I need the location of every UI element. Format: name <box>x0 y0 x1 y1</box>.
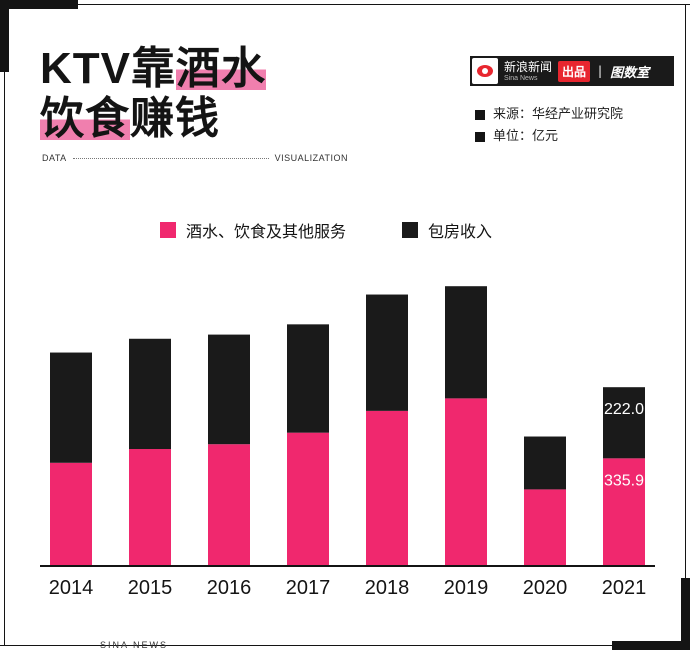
tushu-logo: 图数室 <box>610 65 650 81</box>
bar-drinks-2015 <box>129 449 171 566</box>
bullet-square-icon <box>475 110 485 120</box>
title-line-2: 饮食赚钱 <box>40 94 266 144</box>
meta-info: 来源：华经产业研究院 单位：亿元 <box>475 104 623 148</box>
bar-rooms-2014 <box>50 352 92 463</box>
dotted-divider <box>72 157 269 159</box>
unit-row: 单位：亿元 <box>475 126 623 148</box>
title-line-1: KTV靠酒水 <box>40 44 266 94</box>
bar-drinks-2018 <box>366 410 408 566</box>
bar-rooms-2019 <box>445 286 487 399</box>
bar-rooms-2017 <box>287 324 329 433</box>
x-tick-label-2021: 2021 <box>602 577 647 599</box>
footer-label: SINA NEWS <box>100 640 169 650</box>
legend-label-rooms: 包房收入 <box>428 222 493 241</box>
title-highlight: 饮食 <box>40 94 130 143</box>
brand-bar: 新浪新闻 Sina News 出品 | 图数室 <box>470 56 674 86</box>
x-tick-label-2018: 2018 <box>365 577 410 599</box>
bar-drinks-2019 <box>445 398 487 566</box>
corner-decoration <box>612 641 690 650</box>
legend-item-drinks: 酒水、饮食及其他服务 <box>160 218 346 242</box>
corner-decoration <box>0 0 78 9</box>
frame-line <box>4 72 5 646</box>
bullet-square-icon <box>475 132 485 142</box>
frame-line <box>0 645 612 646</box>
page-title: KTV靠酒水 饮食赚钱 <box>40 44 266 144</box>
bar-drinks-2014 <box>50 462 92 566</box>
brand-name-en: Sina News <box>504 74 538 82</box>
source-row: 来源：华经产业研究院 <box>475 104 623 126</box>
legend-label-drinks: 酒水、饮食及其他服务 <box>186 222 347 241</box>
data-label-rooms-2021: 222.0 <box>604 401 644 418</box>
bar-drinks-2016 <box>208 444 250 566</box>
brand-name: 新浪新闻 Sina News <box>504 61 552 82</box>
corner-decoration <box>681 578 690 650</box>
data-label-drinks-2021: 335.9 <box>604 472 644 489</box>
bar-rooms-2018 <box>366 294 408 411</box>
bar-rooms-2021 <box>603 387 645 459</box>
source-text: 来源：华经产业研究院 <box>493 107 624 122</box>
x-tick-label-2017: 2017 <box>286 577 331 599</box>
data-vis-left: DATA <box>42 153 67 163</box>
x-tick-label-2019: 2019 <box>444 577 489 599</box>
unit-text: 单位：亿元 <box>493 129 559 144</box>
brand-name-cn: 新浪新闻 <box>504 59 553 74</box>
bar-drinks-2020 <box>524 489 566 566</box>
data-vis-right: VISUALIZATION <box>274 153 348 163</box>
title-text: 赚钱 <box>130 94 220 143</box>
brand-separator: | <box>598 64 603 78</box>
frame-line <box>685 4 686 578</box>
x-tick-label-2014: 2014 <box>49 577 94 599</box>
data-visualization-rule: DATA VISUALIZATION <box>42 153 348 163</box>
sina-logo-icon <box>472 58 498 84</box>
x-tick-label-2015: 2015 <box>128 577 173 599</box>
produced-badge: 出品 <box>558 60 591 82</box>
bar-rooms-2015 <box>129 338 171 450</box>
x-tick-label-2020: 2020 <box>523 577 568 599</box>
legend-swatch-black <box>402 222 419 238</box>
bar-rooms-2020 <box>524 436 566 490</box>
bar-drinks-2017 <box>287 432 329 566</box>
bar-rooms-2016 <box>208 334 250 445</box>
frame-line <box>78 4 690 5</box>
legend-swatch-pink <box>160 222 176 238</box>
corner-decoration <box>0 0 9 72</box>
chart-legend: 酒水、饮食及其他服务 包房收入 <box>160 218 492 242</box>
title-text: KTV靠 <box>40 44 176 93</box>
x-tick-label-2016: 2016 <box>207 577 252 599</box>
bar-drinks-2021 <box>603 458 645 566</box>
title-highlight: 酒水 <box>176 44 266 93</box>
legend-item-rooms: 包房收入 <box>402 218 492 242</box>
